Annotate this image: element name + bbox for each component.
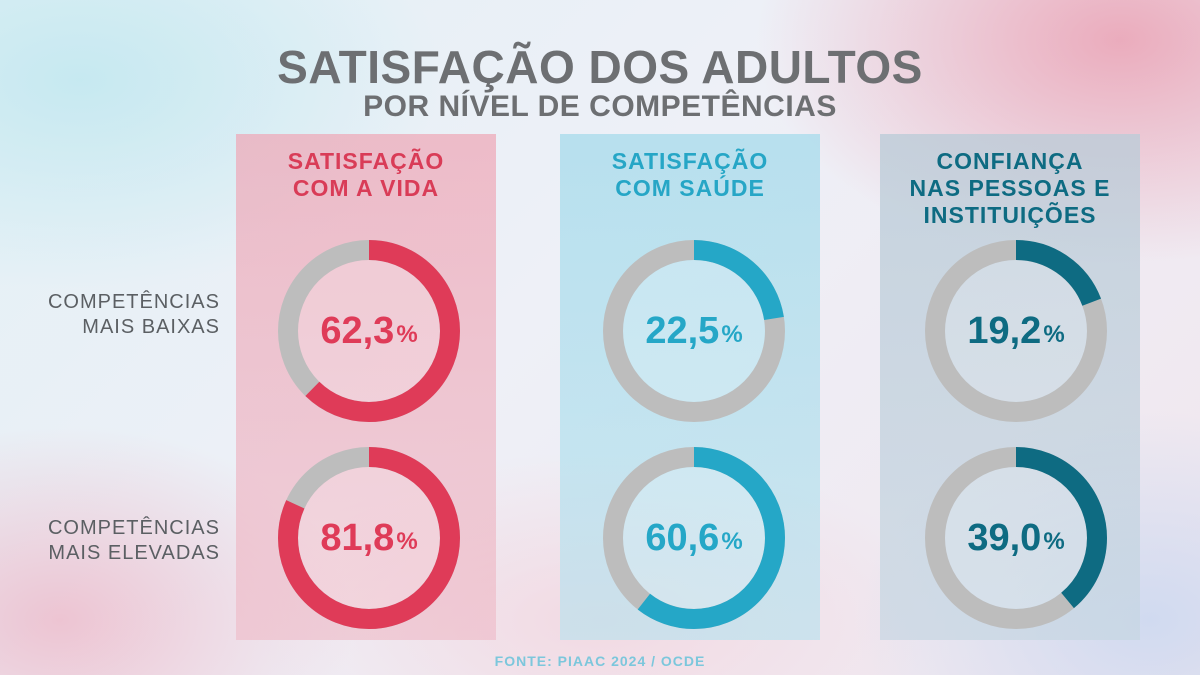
panel-title-line: NAS PESSOAS E xyxy=(909,175,1111,201)
donut-svg xyxy=(925,447,1107,629)
donut-value-unit: % xyxy=(1043,321,1065,348)
donut-value-arc xyxy=(925,447,1107,629)
chart-subtitle: POR NÍVEL DE COMPETÊNCIAS xyxy=(363,90,837,123)
donut-value-label: 62,3% xyxy=(269,231,469,431)
donut-value-number: 60,6 xyxy=(645,516,720,559)
donut-value-label: 22,5% xyxy=(594,231,794,431)
donut-center xyxy=(623,260,765,402)
donut-value-arc xyxy=(603,240,785,422)
donut-value-number: 22,5 xyxy=(645,309,720,352)
donut-vida-row2: 81,8% xyxy=(269,438,469,638)
donut-svg xyxy=(278,447,460,629)
panel-title-line: COM A VIDA xyxy=(292,175,440,201)
donut-value-number: 19,2 xyxy=(967,309,1042,352)
donut-saude-row1: 22,5% xyxy=(594,231,794,431)
donut-value-arc xyxy=(278,240,460,422)
panel-title-line: INSTITUIÇÕES xyxy=(923,202,1097,228)
panel-title-line: COM SAÚDE xyxy=(615,175,765,201)
donut-center xyxy=(298,260,440,402)
row-label-line: COMPETÊNCIAS xyxy=(47,517,220,539)
source-note: FONTE: PIAAC 2024 / OCDE xyxy=(494,653,706,669)
row-label-line: COMPETÊNCIAS xyxy=(47,291,220,313)
donut-value-label: 19,2% xyxy=(916,231,1116,431)
donut-value-label: 81,8% xyxy=(269,438,469,638)
donut-saude-row2: 60,6% xyxy=(594,438,794,638)
panel-title-line: CONFIANÇA xyxy=(936,148,1084,174)
row-label-mais-baixas: COMPETÊNCIAS MAIS BAIXAS xyxy=(20,290,220,340)
donut-value-unit: % xyxy=(721,321,743,348)
donut-value-arc xyxy=(925,240,1107,422)
donut-value-number: 62,3 xyxy=(320,309,395,352)
donut-value-arc xyxy=(278,447,460,629)
donut-center xyxy=(945,467,1087,609)
donut-value-number: 81,8 xyxy=(320,516,395,559)
donut-vida-row1: 62,3% xyxy=(269,231,469,431)
panel-satisfacao-vida: SATISFAÇÃO COM A VIDA xyxy=(236,134,496,640)
donut-center xyxy=(945,260,1087,402)
panel-title-confianca: CONFIANÇA NAS PESSOAS E INSTITUIÇÕES xyxy=(880,148,1140,229)
row-label-line: MAIS ELEVADAS xyxy=(48,542,220,564)
donut-center xyxy=(298,467,440,609)
donut-center xyxy=(623,467,765,609)
donut-svg xyxy=(278,240,460,422)
donut-value-number: 39,0 xyxy=(967,516,1042,559)
donut-value-arc xyxy=(603,447,785,629)
donut-value-label: 60,6% xyxy=(594,438,794,638)
donut-value-unit: % xyxy=(1043,528,1065,555)
donut-value-unit: % xyxy=(721,528,743,555)
chart-title: SATISFAÇÃO DOS ADULTOS xyxy=(277,41,923,93)
donut-svg xyxy=(603,240,785,422)
donut-svg xyxy=(603,447,785,629)
panel-title-line: SATISFAÇÃO xyxy=(611,148,769,174)
donut-confianca-row1: 19,2% xyxy=(916,231,1116,431)
donut-svg xyxy=(925,240,1107,422)
panel-title-saude: SATISFAÇÃO COM SAÚDE xyxy=(560,148,820,202)
donut-value-unit: % xyxy=(396,528,418,555)
donut-confianca-row2: 39,0% xyxy=(916,438,1116,638)
donut-value-unit: % xyxy=(396,321,418,348)
row-label-line: MAIS BAIXAS xyxy=(82,316,220,338)
panel-title-line: SATISFAÇÃO xyxy=(287,148,445,174)
panel-title-vida: SATISFAÇÃO COM A VIDA xyxy=(236,148,496,202)
row-label-mais-elevadas: COMPETÊNCIAS MAIS ELEVADAS xyxy=(20,516,220,566)
donut-value-label: 39,0% xyxy=(916,438,1116,638)
